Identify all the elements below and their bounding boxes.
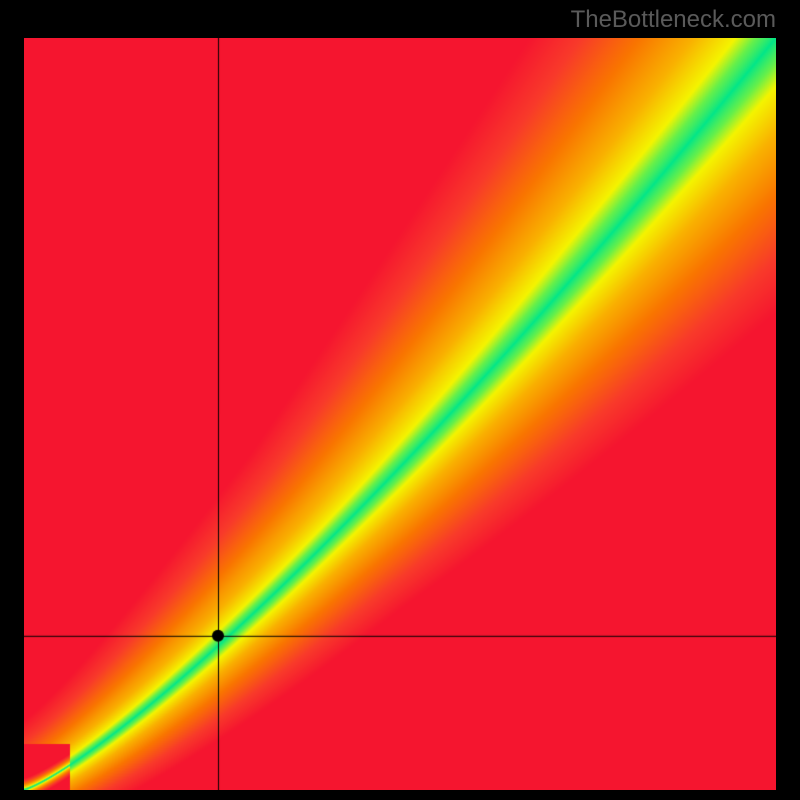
heatmap-canvas (24, 38, 776, 790)
bottleneck-heatmap (24, 38, 776, 790)
watermark-text: TheBottleneck.com (571, 6, 776, 34)
